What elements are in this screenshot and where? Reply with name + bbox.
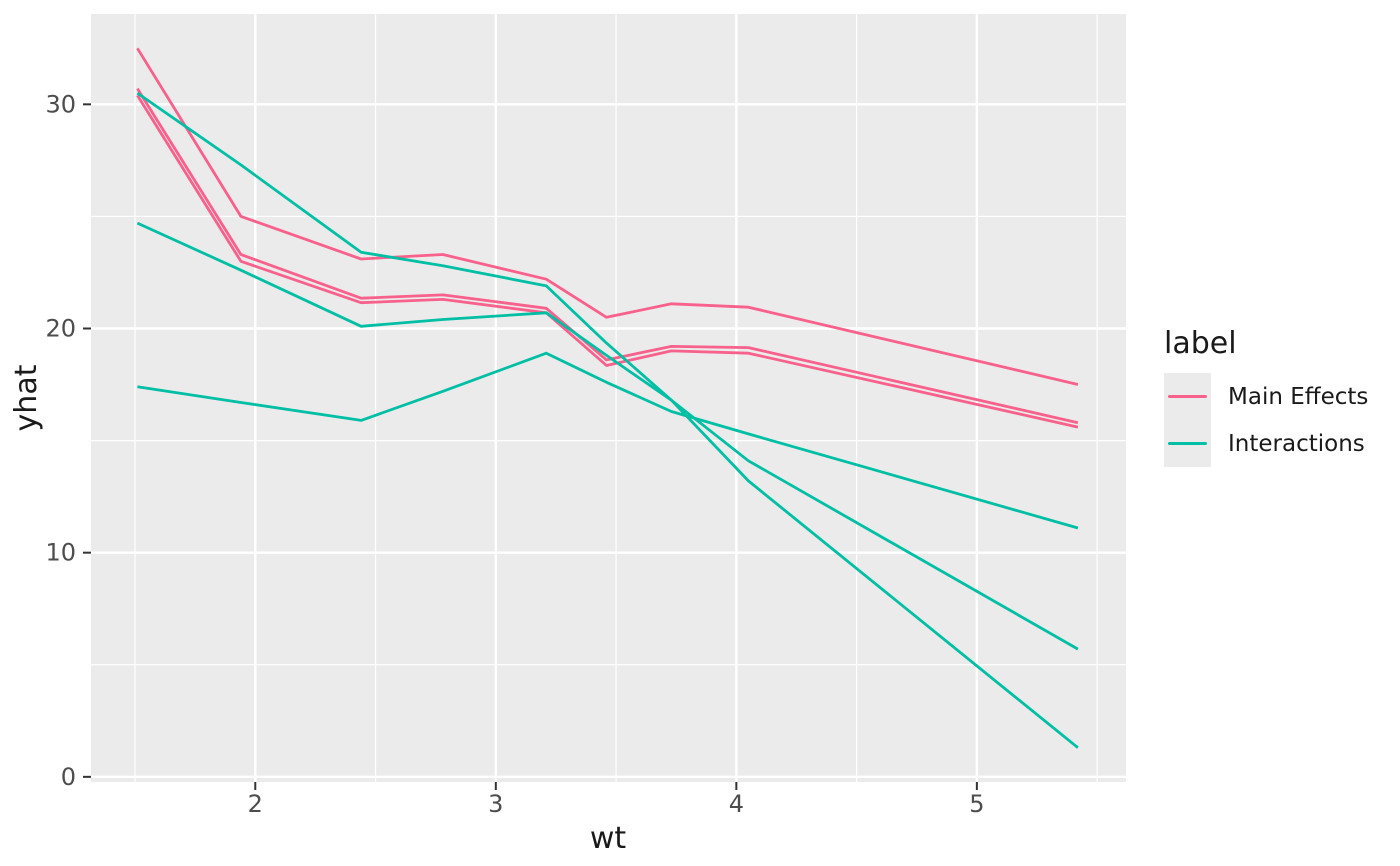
legend-entries: Main Effects Interactions — [1164, 373, 1368, 467]
series-line-in-1 — [136, 91, 1079, 749]
legend: label Main Effects Interactions — [1164, 327, 1368, 467]
y-tick-label: 30 — [45, 90, 76, 118]
legend-label-main-effects: Main Effects — [1228, 383, 1369, 410]
y-axis-title: yhat — [9, 364, 44, 431]
x-tick-label: 2 — [248, 790, 263, 818]
legend-key-main-effects — [1164, 373, 1211, 420]
y-tick-label: 0 — [61, 763, 76, 791]
x-tick-label: 4 — [729, 790, 744, 818]
legend-entry-interactions: Interactions — [1164, 420, 1368, 467]
interactions-line-swatch — [1168, 442, 1207, 445]
legend-entry-main-effects: Main Effects — [1164, 373, 1368, 420]
series-line-in-2 — [136, 221, 1079, 651]
series-line-me-1 — [136, 47, 1079, 386]
x-tick-label: 3 — [488, 790, 503, 818]
y-tick-label: 20 — [45, 315, 76, 343]
main-effects-line-swatch — [1168, 395, 1207, 398]
series-line-me-2 — [136, 87, 1079, 425]
series-line-in-3 — [137, 351, 1079, 530]
legend-title: label — [1164, 326, 1237, 361]
x-axis-title: wt — [590, 821, 627, 856]
legend-key-interactions — [1164, 420, 1211, 467]
y-tick-label: 10 — [45, 539, 76, 567]
x-tick-label: 5 — [969, 790, 984, 818]
legend-label-interactions: Interactions — [1228, 430, 1365, 457]
